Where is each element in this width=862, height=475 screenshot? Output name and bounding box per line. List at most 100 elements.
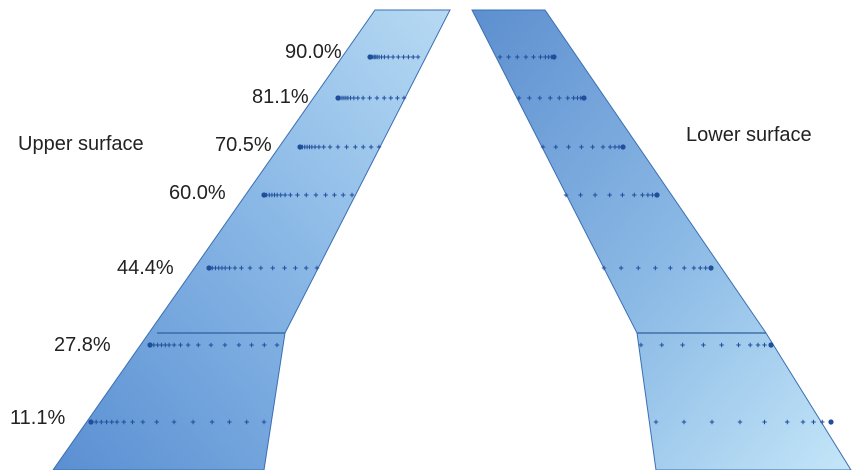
lower-tap-leading-edge [551,54,557,60]
upper-tap [360,95,366,101]
upper-tap [341,192,346,198]
upper-tap [109,419,114,425]
lower-tap [608,144,613,150]
upper-tap [351,95,357,101]
lower-tap [516,95,522,101]
lower-surface-pressure-taps [497,54,834,425]
upper-tap [258,265,264,271]
upper-tap [390,54,396,60]
lower-surface-title: Lower surface [686,124,812,146]
upper-tap [209,419,215,425]
upper-tap [288,192,293,198]
lower-tap [737,419,743,425]
lower-tap [592,192,598,198]
lower-tap [618,265,624,271]
lower-tap [506,54,511,60]
lower-tap [636,265,641,271]
lower-tap [620,192,625,198]
upper-tap [332,192,337,198]
upper-tap [93,419,99,425]
upper-tap [159,342,164,348]
upper-tap [355,95,360,101]
lower-tap [691,265,697,271]
lower-tap [563,192,569,198]
upper-surface-pressure-taps [88,54,421,425]
lower-tap [616,144,622,150]
lower-tap [719,342,724,348]
lower-tap [820,419,825,425]
upper-tap [151,342,157,348]
lower-tap [668,265,673,271]
lower-tap [762,419,767,425]
upper-tap [227,419,232,425]
lower-tap [601,265,607,271]
upper-tap [382,54,387,60]
lower-tap-leading-edge [708,265,714,271]
upper-tap [261,419,267,425]
upper-tap [415,54,421,60]
upper-tap [295,192,300,198]
lower-tap [590,144,595,150]
lower-tap [548,95,553,101]
upper-tap [353,144,358,150]
lower-tap [632,192,637,198]
lower-surface-wing [471,9,852,471]
upper-tap [185,342,191,348]
upper-tap [304,265,309,271]
lower-tap [565,95,570,101]
station-label-90: 90.0% [285,41,342,63]
lower-tap [659,342,664,348]
lower-tap [762,342,767,348]
lower-tap [653,419,659,425]
upper-tap-leading-edge [261,192,267,198]
upper-tap [323,192,328,198]
upper-tap [386,54,391,60]
lower-tap [571,95,576,101]
lower-tap-leading-edge [768,342,774,348]
upper-tap [178,342,183,348]
lower-tap [515,54,520,60]
upper-tap [396,54,401,60]
upper-tap [232,265,238,271]
station-label-44: 44.4% [117,257,174,279]
upper-tap [247,265,253,271]
upper-tap [282,192,288,198]
upper-tap [249,342,254,348]
upper-tap [166,342,172,348]
lower-tap [537,95,542,101]
upper-tap [395,95,400,101]
lower-tap [553,144,558,150]
lower-tap [682,265,687,271]
upper-tap [304,192,309,198]
upper-tap [401,54,406,60]
lower-tap [736,342,741,348]
lower-tap [600,144,606,150]
lower-tap [549,54,554,60]
upper-tap-leading-edge [88,419,94,425]
upper-tap-leading-edge [147,342,153,348]
lower-tap [640,192,645,198]
upper-tap [262,342,267,348]
upper-tap [227,265,232,271]
lower-tap [523,54,529,60]
lower-tap [748,342,753,348]
lower-tap [650,192,655,198]
lower-tap [701,342,706,348]
lower-tap-leading-edge [654,192,660,198]
lower-tap [653,265,658,271]
lower-tap [638,342,644,348]
upper-tap [382,95,387,101]
upper-tap [130,419,135,425]
upper-surface-wing [52,9,451,471]
lower-tap [566,144,571,150]
lower-tap [497,54,503,60]
upper-tap [222,342,228,348]
upper-tap [104,419,109,425]
upper-tap [278,192,283,198]
station-label-11: 11.1% [10,407,66,429]
station-label-27: 27.8% [54,334,111,356]
upper-tap [140,419,146,425]
upper-tap [171,419,177,425]
